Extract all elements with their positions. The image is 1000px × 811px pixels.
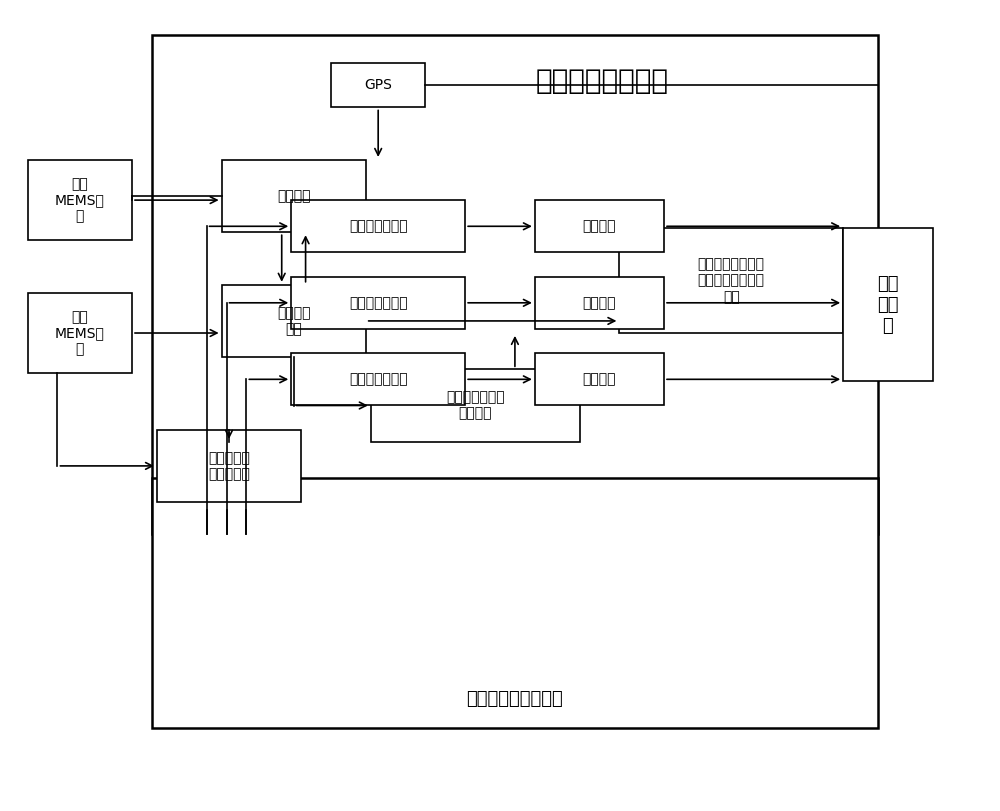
Bar (535, 277, 664, 329)
Text: 动中通天线控制器: 动中通天线控制器 (536, 67, 669, 95)
Bar (152, 35, 878, 534)
Text: 滤波单元: 滤波单元 (277, 189, 310, 203)
Text: 惯导解算
单元: 惯导解算 单元 (277, 306, 310, 336)
Text: 方位电机驱动器: 方位电机驱动器 (349, 219, 407, 234)
Text: 天线控制指
令生成单元: 天线控制指 令生成单元 (208, 451, 250, 481)
Bar (28, 293, 132, 373)
Text: 天线控制四元数
计算单元: 天线控制四元数 计算单元 (446, 390, 504, 421)
Bar (291, 353, 465, 406)
Bar (222, 160, 366, 232)
Bar (28, 160, 132, 240)
Text: 动中
通天
线: 动中 通天 线 (877, 275, 899, 335)
Bar (843, 229, 933, 381)
Text: 动中通天线伺服机构: 动中通天线伺服机构 (467, 689, 563, 707)
Bar (222, 285, 366, 357)
Bar (331, 63, 425, 108)
Bar (291, 277, 465, 329)
Bar (619, 229, 843, 333)
Text: 双轴
MEMS加
表: 双轴 MEMS加 表 (55, 177, 105, 223)
Bar (152, 478, 878, 727)
Text: GPS: GPS (364, 79, 392, 92)
Text: 天线控制四元数校
正指令角速度生成
单元: 天线控制四元数校 正指令角速度生成 单元 (698, 257, 765, 304)
Bar (291, 200, 465, 252)
Text: 极化电机驱动器: 极化电机驱动器 (349, 372, 407, 386)
Text: 三轴
MEMS陀
螺: 三轴 MEMS陀 螺 (55, 310, 105, 356)
Text: 俯仰电机驱动器: 俯仰电机驱动器 (349, 296, 407, 310)
Text: 方位电机: 方位电机 (583, 219, 616, 234)
Text: 极化电机: 极化电机 (583, 372, 616, 386)
Bar (371, 369, 580, 442)
Bar (157, 430, 301, 502)
Bar (535, 353, 664, 406)
Text: 俯仰电机: 俯仰电机 (583, 296, 616, 310)
Bar (535, 200, 664, 252)
